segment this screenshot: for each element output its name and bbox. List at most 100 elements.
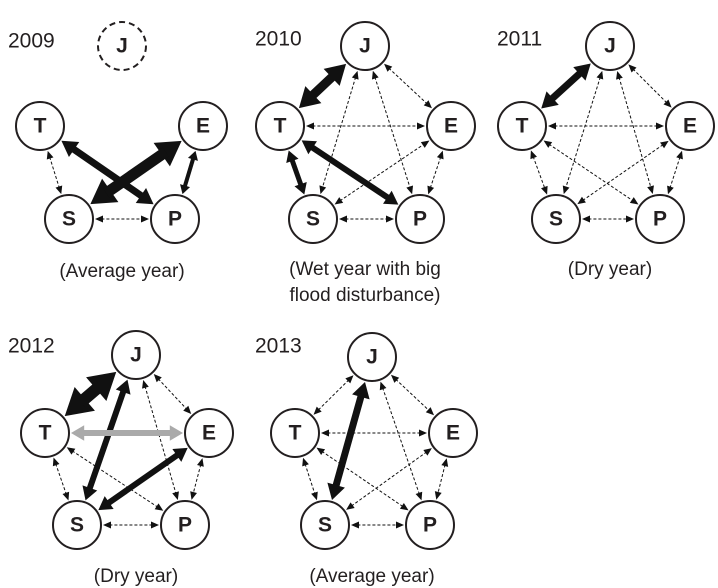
- year-label: 2009: [8, 30, 55, 53]
- arrow-line: [86, 388, 127, 492]
- arrow-line: [632, 68, 668, 104]
- node-label: E: [202, 422, 216, 445]
- arrow-line: [331, 392, 366, 490]
- arrow-head: [351, 521, 359, 529]
- arrow-head: [379, 381, 387, 391]
- arrow-head: [676, 150, 683, 160]
- node-label: T: [516, 115, 529, 138]
- arrow-head: [153, 140, 182, 167]
- arrow-line: [321, 76, 357, 189]
- node-label: S: [549, 208, 563, 231]
- node: [44, 194, 94, 244]
- arrow-head: [384, 63, 393, 72]
- node-label: T: [289, 422, 302, 445]
- node: [340, 21, 390, 71]
- arrow-head: [52, 457, 60, 467]
- arrow-head: [656, 122, 664, 130]
- caption: (Dry year): [94, 566, 178, 587]
- arrow-head: [197, 458, 204, 467]
- arrow-head: [383, 190, 399, 205]
- node: [184, 408, 234, 458]
- arrow-line: [565, 76, 601, 189]
- arrow-head: [334, 197, 344, 205]
- arrow-head: [154, 503, 164, 511]
- node: [160, 500, 210, 550]
- arrow-head: [596, 70, 604, 80]
- arrow-head: [172, 491, 179, 501]
- arrow-line: [289, 157, 304, 188]
- arrow-head: [423, 100, 432, 109]
- node-label: S: [318, 514, 332, 537]
- arrow-line: [76, 381, 105, 407]
- node-label: E: [444, 115, 458, 138]
- arrow-head: [302, 457, 309, 467]
- node: [97, 21, 147, 71]
- arrow-head: [436, 150, 444, 160]
- caption: (Dry year): [568, 259, 652, 280]
- arrow-head: [55, 185, 63, 195]
- panel: J T E S P 2010 (Wet year with big flood disturb…: [255, 21, 476, 306]
- arrow-head: [64, 387, 95, 417]
- arrow-head: [286, 150, 299, 164]
- arrow-head: [629, 197, 639, 205]
- node: [665, 101, 715, 151]
- arrow-head: [582, 215, 590, 223]
- arrow-head: [647, 185, 654, 195]
- arrow-head: [169, 425, 183, 441]
- arrow-line: [182, 157, 196, 188]
- arrow-line: [395, 378, 430, 412]
- arrow-head: [86, 371, 117, 401]
- arrow-head: [541, 185, 548, 195]
- node: [405, 500, 455, 550]
- arrow-head: [323, 63, 347, 86]
- arrow-head: [660, 140, 669, 149]
- node: [111, 330, 161, 380]
- arrow-line: [69, 144, 146, 201]
- arrow-line: [582, 144, 664, 201]
- arrow-head: [419, 429, 427, 437]
- node-label: J: [359, 35, 371, 58]
- arrow-line: [103, 147, 169, 198]
- arrow-head: [371, 70, 379, 80]
- caption: (Average year): [309, 566, 434, 587]
- node: [428, 408, 478, 458]
- arrow-line: [532, 156, 546, 189]
- arrow-line: [317, 379, 350, 411]
- arrow-line: [307, 71, 338, 101]
- arrow-head: [98, 496, 114, 511]
- arrow-line: [669, 156, 681, 189]
- node: [15, 101, 65, 151]
- node-label: T: [34, 115, 47, 138]
- arrow-head: [180, 184, 191, 195]
- arrow-head: [316, 447, 326, 456]
- arrow-head: [301, 140, 317, 155]
- arrow-head: [346, 502, 355, 510]
- node: [635, 194, 685, 244]
- arrow-head: [141, 215, 149, 223]
- node-label: E: [683, 115, 697, 138]
- node-label: P: [168, 208, 182, 231]
- arrow-line: [437, 464, 446, 494]
- node-label: T: [39, 422, 52, 445]
- caption: (Average year): [59, 261, 184, 282]
- arrow-head: [46, 150, 54, 160]
- arrow-head: [530, 150, 537, 160]
- arrow-head: [135, 188, 154, 205]
- arrow-head: [339, 215, 347, 223]
- arrow-head: [187, 150, 198, 161]
- arrow-head: [311, 491, 318, 501]
- arrow-head: [417, 122, 425, 130]
- arrow-head: [313, 406, 322, 415]
- year-label: 2012: [8, 335, 55, 358]
- panel: J T E S P 2009 (Average year): [8, 21, 228, 282]
- arrow-head: [628, 64, 637, 73]
- panel: J T E S P 2013 (Average year): [255, 332, 478, 587]
- caption: (Wet year with big: [289, 259, 441, 280]
- arrow-head: [663, 99, 672, 108]
- arrow-head: [115, 379, 131, 395]
- arrow-line: [308, 143, 392, 202]
- caption: flood disturbance): [289, 285, 440, 306]
- arrow-head: [616, 70, 623, 80]
- node: [395, 194, 445, 244]
- node-label: J: [604, 35, 616, 58]
